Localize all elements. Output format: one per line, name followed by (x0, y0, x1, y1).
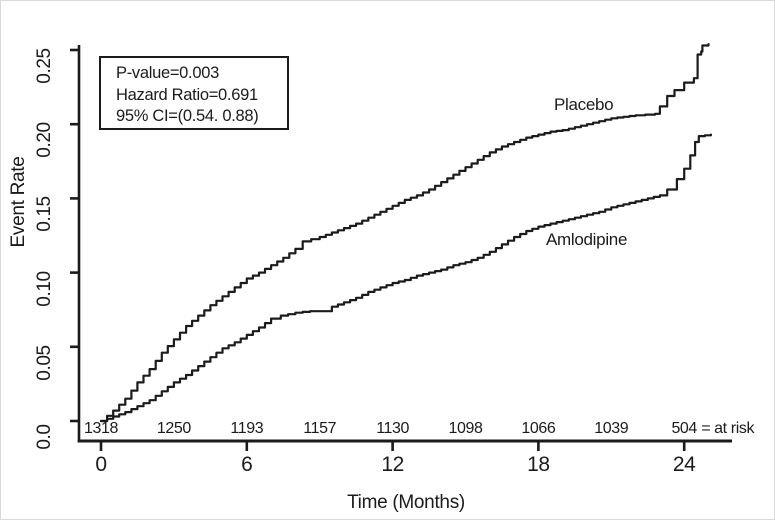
stat-confidence-interval: 95% CI=(0.54. 0.88) (116, 107, 259, 125)
placebo-curve (99, 43, 710, 423)
at-risk-count: 1318 (84, 420, 118, 437)
amlodipine-curve (99, 133, 712, 423)
y-axis-title: Event Rate (8, 156, 29, 248)
stats-box: P-value=0.003 Hazard Ratio=0.691 95% CI=… (99, 56, 289, 130)
at-risk-count: 1250 (156, 420, 191, 437)
at-risk-count: 504 (671, 420, 697, 437)
curve-label-placebo: Placebo (554, 95, 614, 114)
stat-pvalue: P-value=0.003 (116, 64, 219, 82)
x-tick-label: 6 (241, 453, 253, 476)
at-risk-count: 1193 (230, 420, 264, 437)
stat-hazard-ratio: Hazard Ratio=0.691 (116, 85, 258, 104)
x-tick-label: 24 (672, 453, 696, 476)
at-risk-count: 1098 (448, 420, 483, 437)
at-risk-count: 1066 (521, 420, 556, 437)
y-tick-label: 0.10 (34, 270, 55, 307)
curve-label-amlodipine: Amlodipine (546, 230, 628, 249)
x-tick-label: 12 (381, 453, 404, 476)
at-risk-suffix-label: = at risk (701, 420, 755, 437)
x-tick-label: 18 (527, 453, 550, 476)
y-tick-label: 0.15 (34, 196, 55, 233)
y-tick-label: 0.05 (34, 345, 55, 381)
x-axis-title: Time (Months) (347, 492, 465, 513)
at-risk-count: 1039 (594, 420, 629, 437)
y-tick-label: 0.20 (34, 122, 55, 158)
y-tick-label: 0.0 (34, 424, 55, 450)
at-risk-count: 1157 (303, 420, 337, 437)
at-risk-count: 1130 (376, 420, 409, 437)
x-tick-label: 0 (95, 453, 107, 476)
y-tick-label: 0.25 (34, 48, 55, 84)
